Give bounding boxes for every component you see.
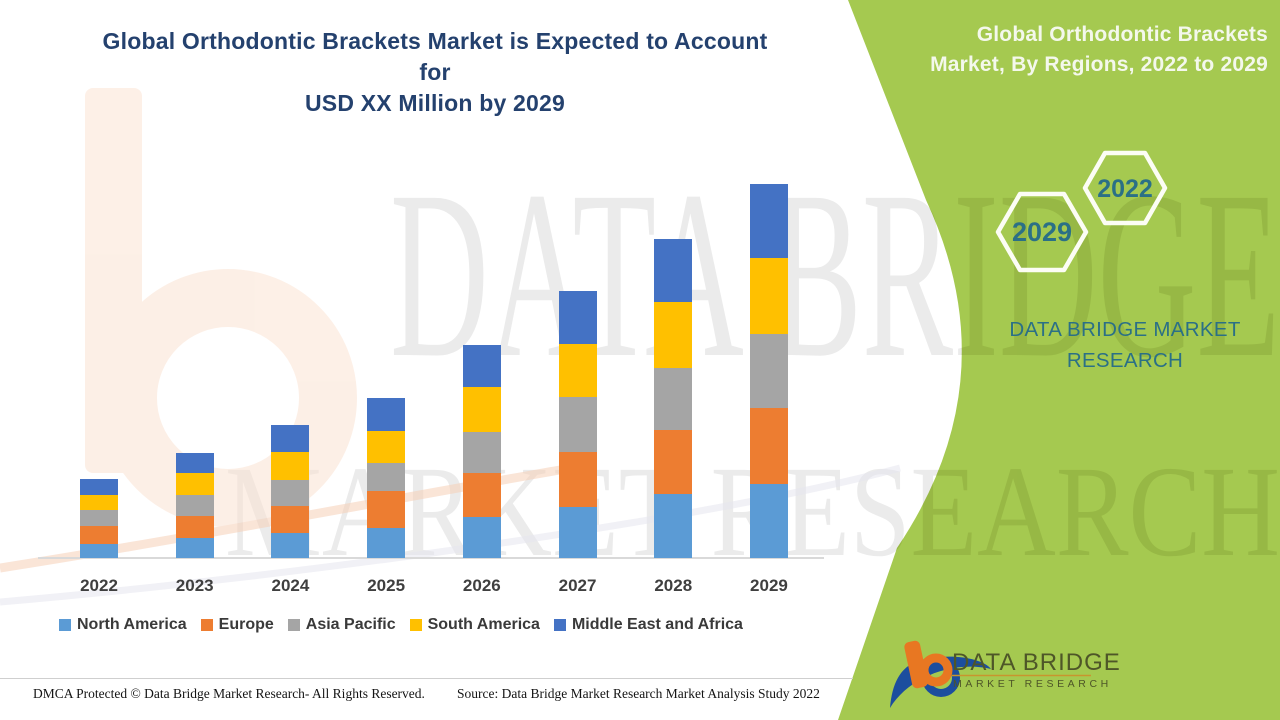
page-title: Global Orthodontic Brackets Market is Ex…	[85, 26, 785, 119]
bar-segment-2028-europe	[654, 430, 693, 494]
bar-segment-2022-middle-east-and-africa	[80, 479, 118, 495]
bar-segment-2022-asia-pacific	[80, 510, 118, 526]
bar-segment-2029-north-america	[749, 484, 788, 558]
svg-text:2029: 2029	[1012, 217, 1072, 247]
bar-segment-2026-middle-east-and-africa	[462, 345, 501, 387]
bar-segment-2029-asia-pacific	[749, 334, 788, 408]
legend-swatch-middle-east-and-africa	[553, 619, 566, 631]
logo-title-text: DATA BRIDGE	[952, 649, 1121, 676]
bar-segment-2028-middle-east-and-africa	[654, 239, 693, 302]
bar-segment-2026-asia-pacific	[462, 432, 501, 473]
hexagon-badge-2022-icon: 2022	[1082, 150, 1168, 226]
bar-segment-2024-asia-pacific	[271, 480, 310, 506]
banner-title-line1: Global Orthodontic Brackets	[976, 23, 1268, 46]
page-title-line2: USD XX Million by 2029	[304, 90, 566, 116]
source-note: Source: Data Bridge Market Research Mark…	[457, 686, 820, 701]
bar-segment-2024-north-america	[271, 533, 310, 558]
hexagon-badge-2029-icon: 2029	[995, 191, 1089, 273]
bar-segment-2025-middle-east-and-africa	[367, 398, 406, 431]
bar-segment-2028-north-america	[654, 494, 693, 558]
x-axis-label-2025: 2025	[367, 576, 406, 595]
x-axis-line	[38, 557, 824, 559]
brand-name-line2: RESEARCH	[1066, 349, 1184, 372]
legend-item-europe: Europe	[200, 616, 274, 634]
bar-segment-2027-middle-east-and-africa	[558, 291, 597, 344]
dmca-notice: DMCA Protected © Data Bridge Market Rese…	[33, 686, 425, 701]
banner-title-line2: Market, By Regions, 2022 to 2029	[930, 53, 1268, 76]
bar-segment-2026-south-america	[462, 387, 501, 432]
bar-segment-2027-europe	[558, 452, 597, 507]
chart-legend: North America Europe Asia Pacific South Ame…	[59, 616, 743, 634]
x-axis-label-2027: 2027	[558, 576, 597, 595]
legend-label-asia-pacific: Asia Pacific	[305, 616, 396, 633]
legend-item-middle-east-and-africa: Middle East and Africa	[553, 616, 743, 634]
bar-segment-2028-south-america	[654, 302, 693, 368]
bar-segment-2025-south-america	[367, 431, 406, 463]
bar-segment-2029-south-america	[749, 258, 788, 334]
brand-name-line1: DATA BRIDGE MARKET	[1009, 318, 1241, 341]
x-axis-label-2026: 2026	[462, 576, 501, 595]
legend-item-asia-pacific: Asia Pacific	[287, 616, 396, 634]
green-banner-shape	[838, 0, 1280, 720]
data-bridge-logo-icon: DATA BRIDGE MARKET RESEARCH	[890, 640, 1121, 708]
legend-item-north-america: North America	[59, 616, 187, 634]
bar-segment-2024-middle-east-and-africa	[271, 425, 310, 452]
bar-segment-2025-europe	[367, 491, 406, 528]
bar-segment-2029-middle-east-and-africa	[749, 184, 788, 258]
legend-label-europe: Europe	[218, 616, 274, 633]
legend-swatch-europe	[200, 619, 213, 631]
brand-name: DATA BRIDGE MARKET RESEARCH	[965, 314, 1280, 376]
x-axis-label-2024: 2024	[271, 576, 310, 595]
bar-segment-2027-asia-pacific	[558, 397, 597, 452]
svg-text:2022: 2022	[1097, 175, 1153, 203]
bar-segment-2028-asia-pacific	[654, 368, 693, 430]
legend-label-south-america: South America	[427, 616, 540, 633]
bar-segment-2024-south-america	[271, 452, 310, 480]
x-axis-label-2029: 2029	[750, 576, 788, 595]
bar-segment-2027-north-america	[558, 507, 597, 558]
legend-swatch-north-america	[59, 619, 71, 631]
x-axis-label-2022: 2022	[80, 576, 118, 595]
legend-swatch-south-america	[409, 619, 422, 631]
bar-segment-2023-south-america	[175, 473, 214, 495]
bar-segment-2023-europe	[175, 516, 214, 538]
x-axis-label-2028: 2028	[654, 576, 693, 595]
footer-divider	[0, 678, 853, 679]
bar-segment-2022-north-america	[80, 544, 118, 558]
page-title-line1: Global Orthodontic Brackets Market is Ex…	[102, 28, 768, 85]
bar-segment-2026-north-america	[462, 517, 501, 558]
bar-segment-2025-asia-pacific	[367, 463, 406, 491]
bar-segment-2023-middle-east-and-africa	[175, 453, 214, 473]
bar-segment-2022-south-america	[80, 495, 118, 510]
logo-subtitle-text: MARKET RESEARCH	[953, 678, 1112, 690]
legend-item-south-america: South America	[409, 616, 540, 634]
bar-segment-2026-europe	[462, 473, 501, 517]
bar-segment-2022-europe	[80, 526, 118, 544]
bar-segment-2024-europe	[271, 506, 310, 533]
bar-segment-2023-asia-pacific	[175, 495, 214, 516]
bar-segment-2023-north-america	[175, 538, 214, 558]
legend-label-middle-east-and-africa: Middle East and Africa	[571, 616, 743, 633]
bar-segment-2029-europe	[749, 408, 788, 484]
bar-segment-2025-north-america	[367, 528, 406, 558]
bar-segment-2027-south-america	[558, 344, 597, 397]
banner-title: Global Orthodontic Brackets Market, By R…	[888, 20, 1268, 80]
legend-label-north-america: North America	[77, 616, 187, 633]
x-axis-label-2023: 2023	[175, 576, 214, 595]
legend-swatch-asia-pacific	[287, 619, 300, 631]
